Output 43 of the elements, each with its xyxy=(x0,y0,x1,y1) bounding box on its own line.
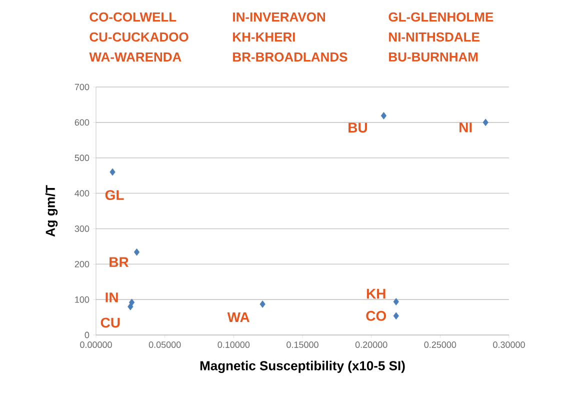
y-tick-label: 700 xyxy=(74,84,90,90)
text: BR-BROADLANDS xyxy=(233,52,348,62)
point xyxy=(393,312,399,320)
x-tick-label: 0.05000 xyxy=(148,342,181,348)
y-tick-label: 600 xyxy=(74,119,90,126)
x-tick-label: 0.10000 xyxy=(218,342,250,348)
point xyxy=(134,248,140,256)
x-tick-label: 0.20000 xyxy=(355,342,388,348)
text: WA-WARENDA xyxy=(89,52,182,62)
annotation: BU xyxy=(348,122,367,133)
annotation: GL xyxy=(105,190,124,200)
y-tick-label: 100 xyxy=(75,296,90,303)
y-tick-label: 0 xyxy=(84,332,90,338)
text: BU-BURNHAM xyxy=(389,52,478,62)
text: CU-CUCKADOO xyxy=(90,32,188,42)
text: KH-KHERI xyxy=(233,32,295,42)
text: IN-INVERAVON xyxy=(233,12,325,22)
point xyxy=(482,118,488,126)
x-tick-label: 0.15000 xyxy=(286,342,318,348)
y-tick-label: 400 xyxy=(74,190,90,196)
x-tick-label: 0.30000 xyxy=(493,342,525,348)
point xyxy=(393,298,399,306)
y-axis-title: Ag gm/T xyxy=(45,185,58,237)
point xyxy=(128,302,134,310)
y-tick-label: 200 xyxy=(74,260,90,268)
text: CO-COLWELL xyxy=(90,12,176,22)
annotation: WA xyxy=(227,312,250,322)
annotation: NI xyxy=(460,122,472,132)
point xyxy=(110,168,116,176)
annotation: IN xyxy=(106,292,118,302)
y-tick-label: 500 xyxy=(74,154,90,162)
text: GL-GLENHOLME xyxy=(388,12,494,22)
annotation: BR xyxy=(110,257,129,267)
x-tick-label: 0.00000 xyxy=(80,342,112,348)
annotation: CO xyxy=(366,310,386,321)
y-tick-label: 300 xyxy=(74,226,90,232)
x-tick-label: 0.25000 xyxy=(424,342,456,348)
text: NI-NITHSDALE xyxy=(389,32,480,42)
point xyxy=(380,112,387,120)
annotation: CU xyxy=(100,318,120,328)
x-axis-title: Magnetic Susceptibility (x10-5 SI) xyxy=(200,360,405,373)
annotation: KH xyxy=(366,288,386,299)
point xyxy=(260,300,266,308)
